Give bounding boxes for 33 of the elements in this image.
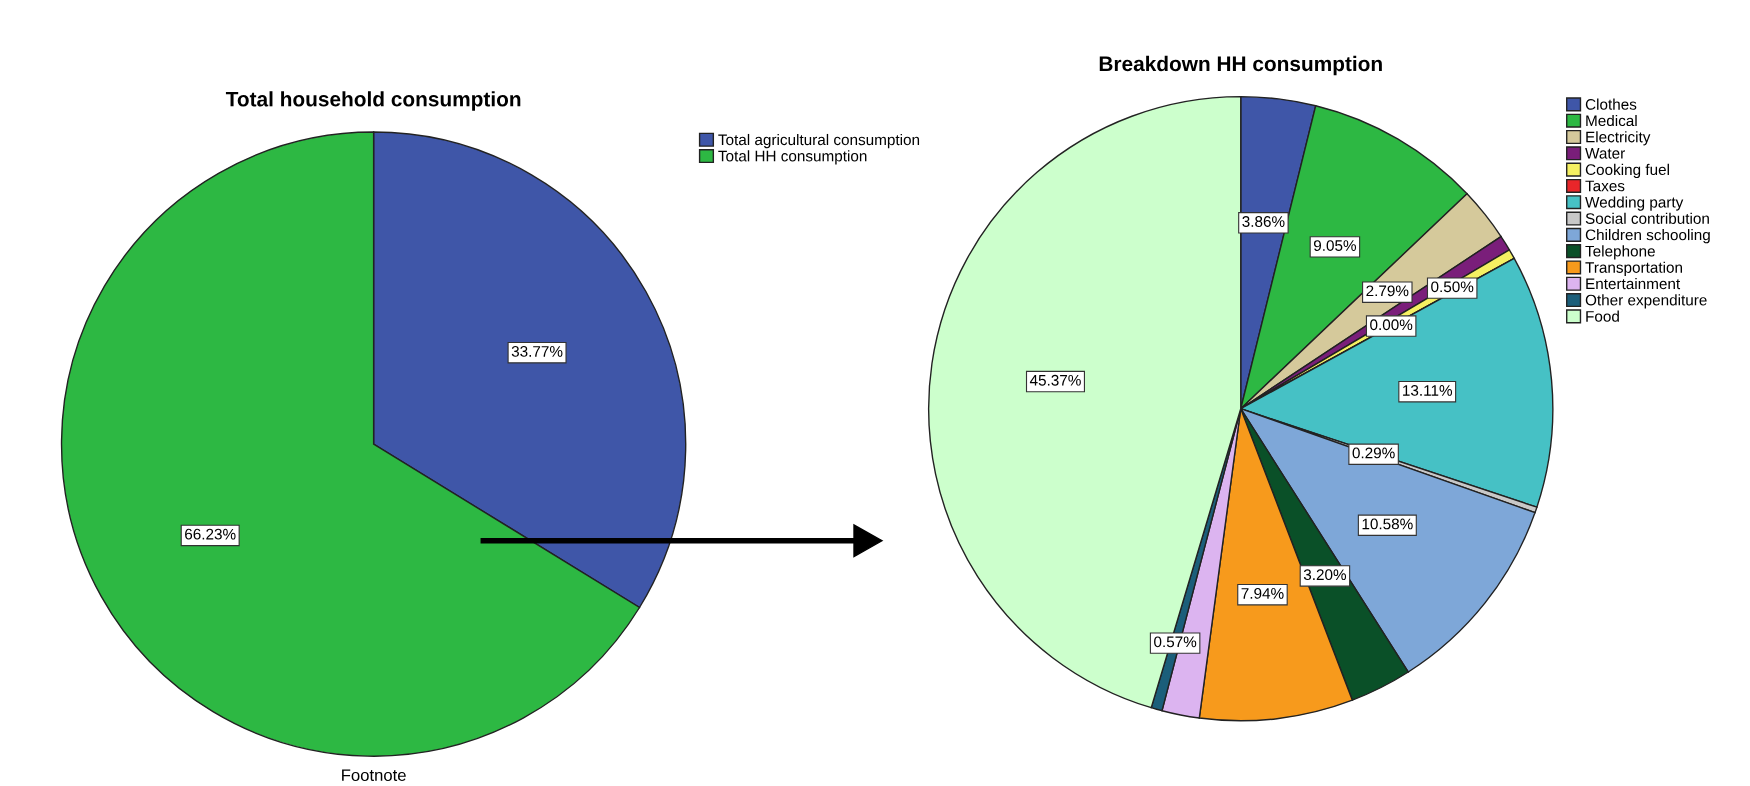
legend-label: Wedding party: [1585, 196, 1684, 211]
data-label: 66.23%: [185, 528, 236, 540]
data-label: 0.57%: [1154, 636, 1197, 648]
legend-label: Total agricultural consumption: [718, 133, 920, 149]
legend-label: Cooking fuel: [1585, 163, 1669, 179]
legend-label: Telephone: [1585, 245, 1655, 260]
chart-title: Breakdown HH consumption: [1099, 55, 1382, 76]
legend-label: Total HH consumption: [718, 150, 867, 165]
data-label: 33.77%: [511, 345, 563, 357]
data-label: 2.79%: [1366, 285, 1409, 297]
chart-title: Total household consumption: [225, 91, 521, 111]
data-label: 7.94%: [1241, 587, 1284, 599]
legend-label: Transportation: [1585, 261, 1682, 276]
data-label: 10.58%: [1362, 518, 1413, 530]
data-label: 0.50%: [1431, 281, 1474, 293]
data-label: 13.11%: [1403, 385, 1453, 396]
text: 0.00%: [1370, 319, 1413, 331]
text: Footnote: [342, 769, 406, 782]
legend-label: Electricity: [1586, 131, 1651, 146]
legend-label: Water: [1585, 148, 1625, 159]
legend-label: Entertainment: [1586, 277, 1681, 290]
data-label: 45.37%: [1029, 374, 1081, 386]
data-label: 9.05%: [1313, 240, 1357, 251]
legend-label: Food: [1586, 310, 1619, 322]
legend-label: Clothes: [1585, 98, 1637, 110]
legend-label: Other expenditure: [1585, 294, 1707, 309]
legend-label: Taxes: [1585, 180, 1625, 192]
legend-label: Medical: [1586, 114, 1637, 127]
data-label: 3.86%: [1242, 216, 1285, 227]
legend-label: Children schooling: [1585, 229, 1710, 244]
legend-label: Social contribution: [1585, 212, 1709, 224]
data-label: 0.29%: [1352, 447, 1395, 459]
data-label: 3.20%: [1303, 569, 1347, 581]
